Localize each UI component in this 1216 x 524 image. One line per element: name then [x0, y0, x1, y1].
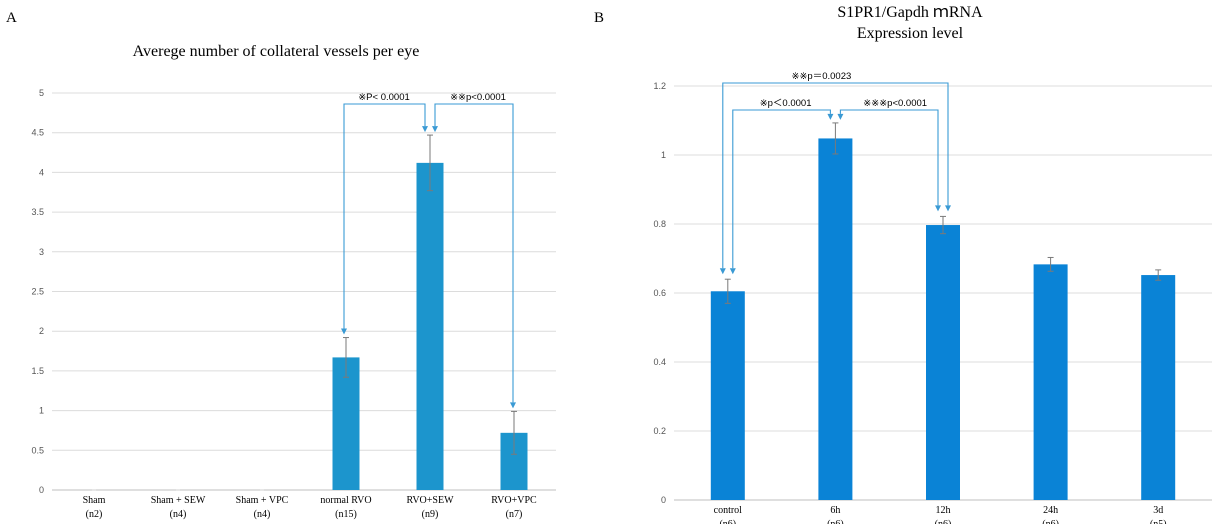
panel-b-annotation-3-arrowhead: [935, 205, 941, 212]
panel-b-annotation-1-label: ※※p＝0.0023: [792, 71, 852, 82]
panel-b-y-tick-label: 0: [661, 495, 666, 505]
panel-a-chart: 0 0.5 1 1.5 2 2.5 3 3.5 4 4.5 5 Sham (n2) Sham + SEW (…: [31, 88, 556, 520]
panel-b-category-label: control: [714, 505, 743, 516]
panel-b-label: B: [594, 10, 604, 26]
panel-b-annotation-1-arrowhead: [719, 268, 726, 275]
panel-b-bar: [818, 138, 853, 500]
panel-a-annotation-1-arrowhead: [341, 328, 347, 335]
panel-a-y-tick-label: 1.5: [31, 366, 44, 376]
panel-a-category-n: (n15): [335, 509, 357, 520]
panel-b-category-n: (n6): [827, 519, 844, 524]
panel-b-y-tick-label: 0.6: [653, 288, 666, 298]
panel-b-category-n: (n6): [1042, 519, 1059, 524]
panel-a-category-n: (n4): [254, 509, 271, 520]
panel-b-y-tick-label: 1: [661, 150, 666, 160]
panel-b-y-tick-label: 0.8: [653, 219, 666, 229]
panel-a-label: A: [6, 10, 17, 26]
panel-b-category-n: (n6): [719, 519, 736, 524]
panel-a-y-tick-label: 2: [39, 326, 44, 336]
panel-b-category-n: (n5): [1150, 519, 1167, 524]
panel-b-bar: [1141, 275, 1176, 500]
panel-a-annotation-2-label: ※※p<0.0001: [450, 92, 506, 103]
panel-a-y-tick-label: 4: [39, 167, 44, 177]
panel-a-category-n: (n9): [422, 509, 439, 520]
panel-a-title: Averege number of collateral vessels per…: [133, 43, 420, 60]
panel-b-bar: [1033, 264, 1068, 500]
panel-b-y-tick-label: 0.4: [653, 357, 666, 367]
panel-a-category-label: Sham: [83, 495, 106, 506]
panel-a-y-tick-label: 3.5: [31, 207, 44, 217]
panel-a-y-tick-label: 0: [39, 485, 44, 495]
panel-a-category-n: (n4): [170, 509, 187, 520]
panel-b-annotation-2-arrowhead: [827, 113, 834, 120]
panel-a-category-n: (n2): [86, 509, 103, 520]
panel-b-category-label: 3d: [1153, 505, 1163, 516]
panel-b-annotation-2-arrowhead: [729, 268, 736, 275]
panel-a-category-label: RVO+SEW: [406, 495, 454, 506]
panel-a-y-tick-label: 5: [39, 88, 44, 98]
panel-b-chart: 0 0.2 0.4 0.6 0.8 1 1.2 control (n6) 6h (n6) 12h (n6…: [653, 71, 1212, 524]
panel-b-title: S1PR1/Gapdh ｍRNA: [837, 4, 983, 21]
panel-b-annotation-1-line: [722, 82, 949, 269]
panel-a-annotation-1-arrowhead: [422, 126, 428, 133]
panel-b-bar: [926, 225, 960, 500]
panel-b-annotation-1-arrowhead: [945, 205, 951, 212]
panel-b-bar: [710, 291, 745, 500]
panel-b-annotation-3-line: [839, 109, 939, 206]
panel-a-annotation-2-arrowhead: [510, 402, 516, 409]
panel-b-annotation-2-line: [732, 109, 831, 269]
panel-b-category-label: 24h: [1043, 505, 1058, 516]
panel-a-annotation-1-label: ※P< 0.0001: [358, 92, 410, 103]
panel-b-category-n: (n6): [935, 519, 952, 524]
panel-a-y-tick-label: 2.5: [31, 287, 44, 297]
panel-a-bar: [332, 357, 360, 490]
panel-a-annotation-2-arrowhead: [432, 126, 438, 133]
panel-b-y-tick-label: 1.2: [653, 81, 666, 91]
panel-a-y-tick-label: 1: [39, 406, 44, 416]
panel-a-category-label: normal RVO: [320, 495, 371, 506]
panel-b-annotation-3-label: ※※※p<0.0001: [863, 98, 927, 109]
panel-b-category-label: 12h: [936, 505, 951, 516]
panel-a-annotation-1-line: [343, 103, 426, 329]
panel-a-category-n: (n7): [506, 509, 523, 520]
panel-b-category-label: 6h: [830, 505, 840, 516]
panel-a-category-label: Sham + VPC: [236, 495, 289, 506]
panel-a-y-tick-label: 0.5: [31, 445, 44, 455]
panel-b-subtitle: Expression level: [857, 25, 964, 42]
panel-b-annotation-2-label: ※p＜0.0001: [760, 98, 812, 109]
panel-a-category-label: Sham + SEW: [151, 495, 206, 506]
panel-b-y-tick-label: 0.2: [653, 426, 666, 436]
panel-a-category-label: RVO+VPC: [491, 495, 537, 506]
panel-a-bar: [416, 162, 444, 490]
panel-b-annotation-3-arrowhead: [837, 113, 844, 120]
panel-a-y-tick-label: 3: [39, 247, 44, 257]
panel-a-annotation-2-line: [434, 103, 514, 403]
panel-a-y-tick-label: 4.5: [31, 128, 44, 138]
